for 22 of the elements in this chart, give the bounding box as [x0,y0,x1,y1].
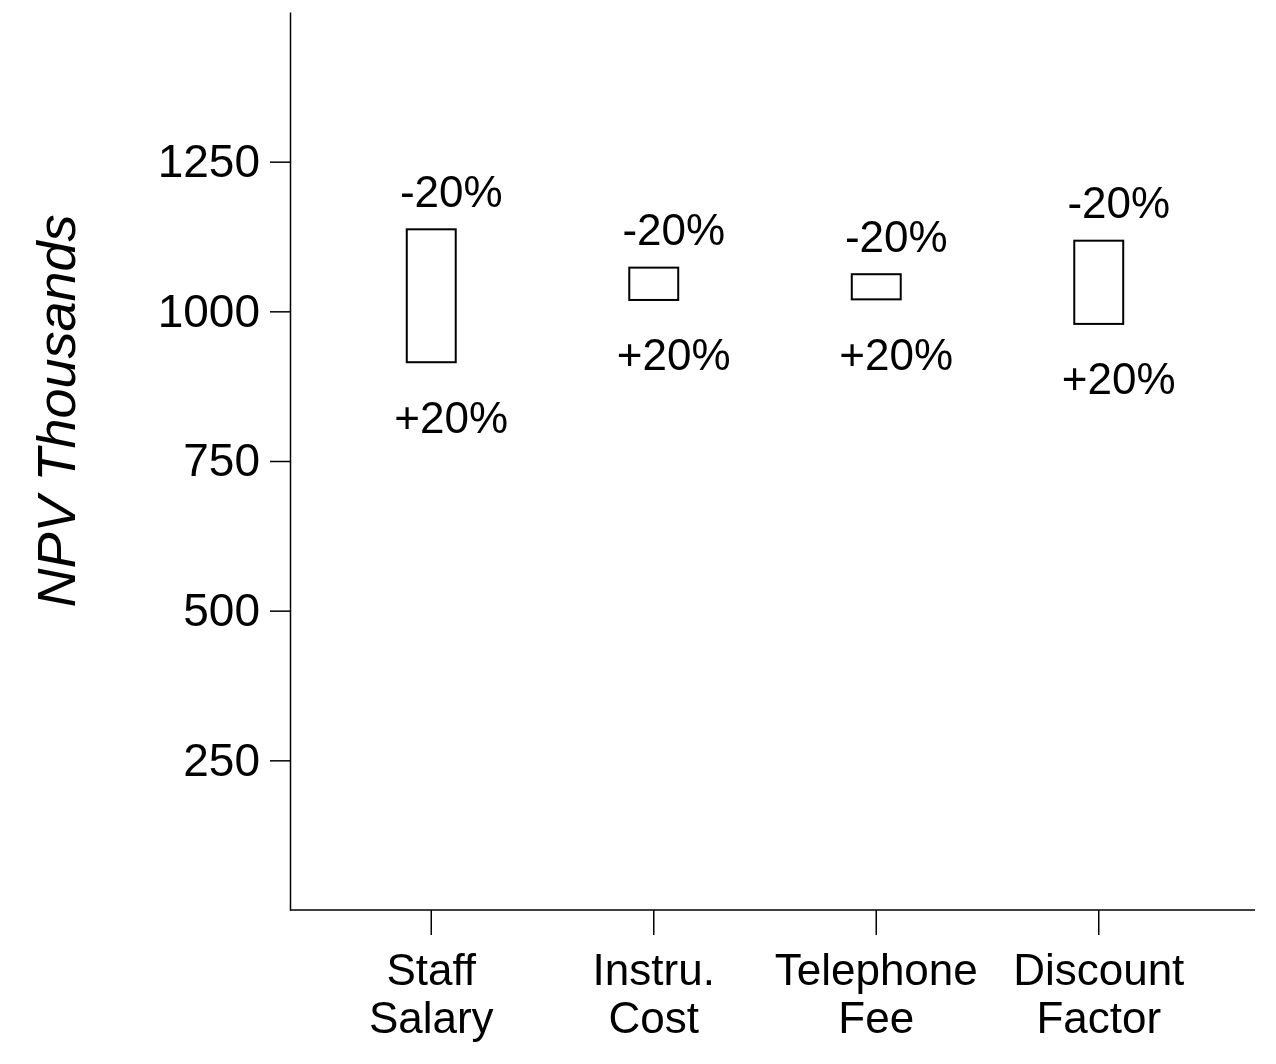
bar [628,266,680,301]
x-tick-label: Instru. Cost [592,945,715,1043]
annotation: -20% [844,211,948,261]
y-tick-label: 1250 [157,134,260,187]
annotation: +20% [616,330,731,380]
y-tick-label: 1000 [157,284,260,337]
x-tick-label: Telephone Fee [774,945,978,1043]
annotation: -20% [399,166,503,216]
bar [405,228,457,364]
bar [850,273,902,301]
y-axis-title: NPV Thousands [26,214,86,608]
annotation: +20% [839,329,954,379]
annotation: -20% [1067,178,1171,228]
y-tick-label: 500 [183,583,260,636]
annotation: +20% [394,392,509,442]
x-tick-label: Staff Salary [368,945,494,1043]
annotation: +20% [1061,354,1176,404]
bar [1073,239,1125,325]
y-tick-label: 250 [183,733,260,786]
x-tick-label: Discount Factor [1013,945,1185,1043]
annotation: -20% [622,205,726,255]
y-tick-label: 750 [183,434,260,487]
